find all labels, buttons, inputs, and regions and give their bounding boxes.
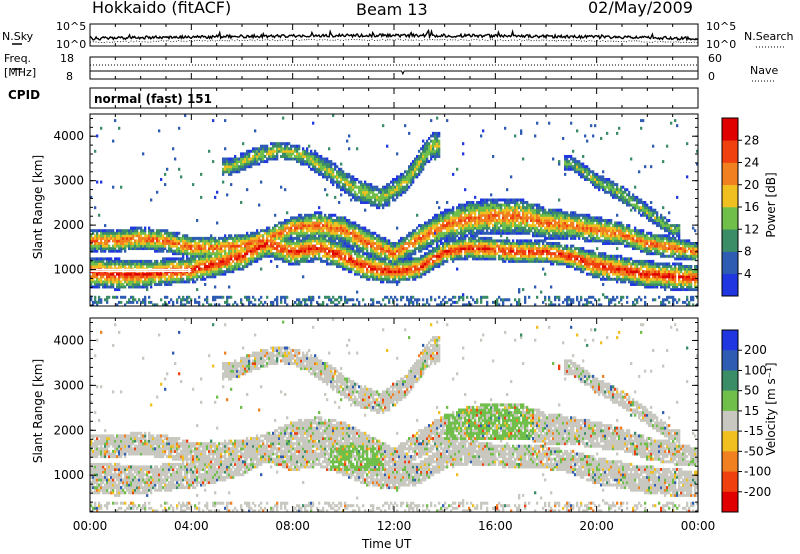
nsearch-label: N.Search — [744, 30, 794, 43]
velocity-colorbar-swatch-8 — [722, 491, 738, 513]
velocity-colorbar-frame — [721, 329, 739, 513]
power-ytick-label-1: 2000 — [53, 218, 84, 232]
velocity-colorbar-label-1: 100 — [744, 363, 767, 377]
velocity-ylabel: Slant Range [km] — [31, 358, 45, 464]
power-colorbar-swatch-7 — [722, 118, 738, 141]
power-colorbar-swatch-1 — [722, 251, 738, 275]
velocity-colorbar-swatch-4 — [722, 410, 738, 432]
cpid-label: CPID — [8, 88, 41, 102]
nave-tick-top: 60 — [708, 52, 722, 65]
freq-trace — [90, 70, 698, 76]
velocity-colorbar-label-4: -15 — [744, 424, 764, 438]
power-colorbar-label: Power [dB] — [764, 172, 778, 238]
nave-tick-bottom: 0 — [708, 70, 715, 83]
freq-tick-top: 18 — [60, 52, 74, 65]
time-axis-label: Time UT — [362, 537, 412, 551]
velocity-colorbar-label-6: -100 — [744, 465, 771, 479]
ns-tick-top-left: 10^5 — [56, 20, 87, 33]
time-tick-label-0: 00:00 — [73, 519, 108, 533]
ns-tick-bottom-right: 10^0 — [706, 38, 737, 51]
velocity-ytick-label-1: 2000 — [53, 423, 84, 437]
time-tick-label-4: 16:00 — [478, 519, 513, 533]
freq-label-line1: Freq. — [4, 52, 32, 65]
velocity-ytick-label-2: 3000 — [53, 378, 84, 392]
power-colorbar-label-0: 4 — [744, 267, 752, 281]
nave-label: Nave — [750, 64, 779, 77]
power-cells — [90, 114, 698, 306]
velocity-colorbar-label-2: 50 — [744, 384, 759, 398]
power-colorbar-label-1: 8 — [744, 245, 752, 259]
time-tick-label-3: 12:00 — [377, 519, 412, 533]
beam-title: Beam 13 — [356, 0, 428, 19]
velocity-colorbar-swatch-1 — [722, 350, 738, 371]
velocity-colorbar-label-7: -200 — [744, 485, 771, 499]
power-colorbar-label-5: 24 — [744, 156, 759, 170]
velocity-colorbar-label-5: -50 — [744, 444, 764, 458]
power-colorbar-label-2: 12 — [744, 222, 759, 236]
time-tick-label-1: 04:00 — [174, 519, 209, 533]
nsky-label: N.Sky — [2, 30, 34, 43]
nsky-trace — [89, 28, 699, 42]
velocity-ytick-label-0: 1000 — [53, 468, 84, 482]
velocity-colorbar-swatch-7 — [722, 471, 738, 493]
date-title: 02/May/2009 — [588, 0, 693, 17]
power-colorbar-swatch-2 — [722, 229, 738, 252]
power-ytick-label-2: 3000 — [53, 174, 84, 188]
velocity-cells — [90, 318, 698, 512]
velocity-colorbar-swatch-5 — [722, 431, 738, 452]
velocity-colorbar-swatch-6 — [722, 451, 738, 472]
velocity-colorbar-label-3: 15 — [744, 404, 759, 418]
velocity-colorbar-label: Velocity [m s⁻¹] — [764, 362, 778, 456]
velocity-colorbar-label-0: 200 — [744, 343, 767, 357]
time-tick-label-2: 08:00 — [275, 519, 310, 533]
ns-tick-bottom-left: 10^0 — [56, 38, 87, 51]
velocity-ytick-label-3: 4000 — [53, 333, 84, 347]
power-colorbar-swatch-3 — [722, 207, 738, 230]
time-tick-label-6: 00:00 — [681, 519, 716, 533]
power-colorbar-swatch-5 — [722, 162, 738, 186]
power-colorbar-swatch-4 — [722, 184, 738, 208]
power-colorbar-label-3: 16 — [744, 200, 759, 214]
power-ylabel: Slant Range [km] — [31, 154, 45, 260]
velocity-colorbar-swatch-2 — [722, 370, 738, 391]
power-colorbar-label-6: 28 — [744, 133, 759, 147]
power-ytick-label-0: 1000 — [53, 263, 84, 277]
power-colorbar-swatch-6 — [722, 140, 738, 163]
freq-tick-bottom: 8 — [66, 70, 73, 83]
time-tick-label-5: 20:00 — [579, 519, 614, 533]
velocity-colorbar-swatch-3 — [722, 390, 738, 412]
station-title: Hokkaido (fitACF) — [92, 0, 232, 17]
velocity-colorbar-swatch-0 — [722, 330, 738, 351]
cpid-value: normal (fast) 151 — [94, 92, 212, 106]
power-ytick-label-3: 4000 — [53, 129, 84, 143]
power-colorbar-swatch-0 — [722, 273, 738, 297]
power-colorbar-label-4: 20 — [744, 178, 759, 192]
ns-tick-top-right: 10^5 — [706, 20, 737, 33]
